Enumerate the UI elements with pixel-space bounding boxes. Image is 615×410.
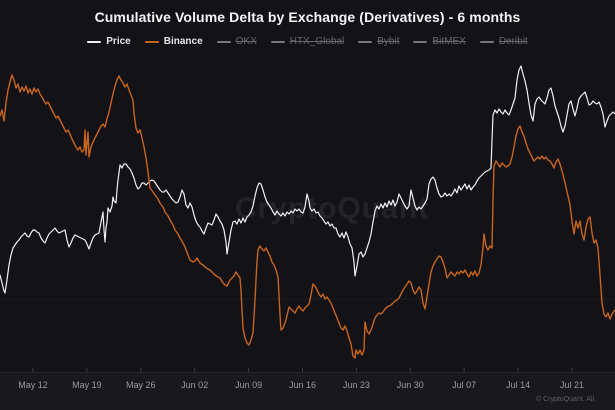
x-axis-label: Jun 23 (342, 380, 370, 390)
x-axis-label: Jun 16 (288, 380, 317, 390)
legend-item-deribit[interactable]: Deribit (479, 36, 528, 47)
legend-dash-icon (413, 41, 428, 43)
legend-label: HTX_Global (289, 36, 345, 47)
copyright-text: © CryptoQuant. All (536, 396, 595, 403)
legend-label: Deribit (498, 36, 528, 47)
legend-item-binance[interactable]: Binance (144, 36, 203, 47)
cryptoquant-watermark: CryptoQuant (234, 192, 430, 225)
x-axis-label: Jul 07 (452, 380, 477, 390)
series-line-binance (0, 74, 615, 359)
x-axis-label: May 26 (126, 380, 156, 390)
legend-dash-icon (270, 41, 285, 43)
x-axis-label: May 19 (72, 380, 102, 390)
legend-item-price[interactable]: Price (87, 36, 131, 47)
x-axis-label: Jun 02 (181, 380, 209, 390)
legend-item-bybit[interactable]: Bybit (358, 37, 399, 47)
x-axis-label: Jul 14 (506, 380, 531, 390)
legend-dash-icon (358, 41, 373, 43)
legend-label: BitMEX (432, 36, 466, 47)
legend-label: Binance (163, 36, 203, 47)
x-axis: © CryptoQuant. All May 12 May 19 May 26 Jun… (0, 372, 615, 410)
x-axis-label: Jul 21 (559, 380, 585, 390)
legend-dash-icon (216, 41, 231, 43)
legend-item-bitmex[interactable]: BitMEX (413, 36, 466, 47)
page-title: Cumulative Volume Delta by Exchange (Der… (94, 9, 521, 25)
legend-dash-icon (479, 41, 494, 43)
series-line-price (0, 65, 615, 294)
legend-label: Bybit (377, 36, 400, 47)
chart-legend: Price Binance OKX HTX_Global Bybit BitMEX Deri… (0, 35, 615, 49)
legend-item-okx[interactable]: OKX (216, 36, 257, 47)
legend-dash-icon (144, 41, 159, 43)
legend-label: OKX (235, 36, 257, 47)
x-axis-label: Jun 09 (235, 380, 263, 390)
legend-item-htx_global[interactable]: HTX_Global (270, 36, 345, 47)
legend-label: Price (106, 36, 131, 47)
x-axis-label: May 12 (18, 380, 48, 390)
legend-dash-icon (87, 41, 102, 43)
x-axis-label: Jun 30 (396, 380, 424, 390)
